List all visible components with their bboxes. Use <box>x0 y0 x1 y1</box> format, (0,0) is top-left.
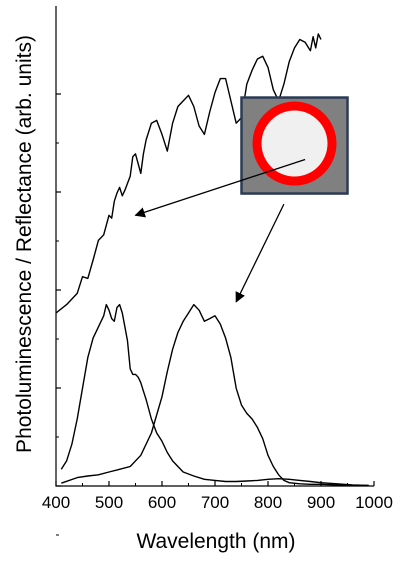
nanoparticle-core <box>261 110 328 177</box>
series-line-2 <box>60 303 369 486</box>
annotation-arrow-2 <box>235 203 285 303</box>
annotation-arrow-1 <box>134 158 306 218</box>
y-axis-title: Photoluminescence / Reflectance (arb. un… <box>13 35 36 453</box>
x-axis-title: Wavelength (nm) <box>136 530 295 553</box>
x-tick-label: 400 <box>42 493 70 512</box>
series-line-3 <box>61 303 369 486</box>
axis-frame <box>55 6 374 487</box>
x-tick-label: 500 <box>95 493 123 512</box>
annotation-arrows <box>134 158 306 303</box>
plot-area <box>55 6 374 487</box>
x-tick-label: 900 <box>307 493 335 512</box>
x-axis-ticks: 400 500 600 700 800 900 1000 <box>42 481 393 512</box>
chart-series <box>56 33 369 486</box>
x-tick-label: 600 <box>148 493 176 512</box>
core-shell-nanoparticle-icon <box>240 96 349 195</box>
x-tick-label: 700 <box>201 493 229 512</box>
x-tick-label: 800 <box>254 493 282 512</box>
series-line-1 <box>56 33 322 314</box>
y-axis-ticks <box>56 93 61 536</box>
x-tick-label: 1000 <box>355 493 393 512</box>
